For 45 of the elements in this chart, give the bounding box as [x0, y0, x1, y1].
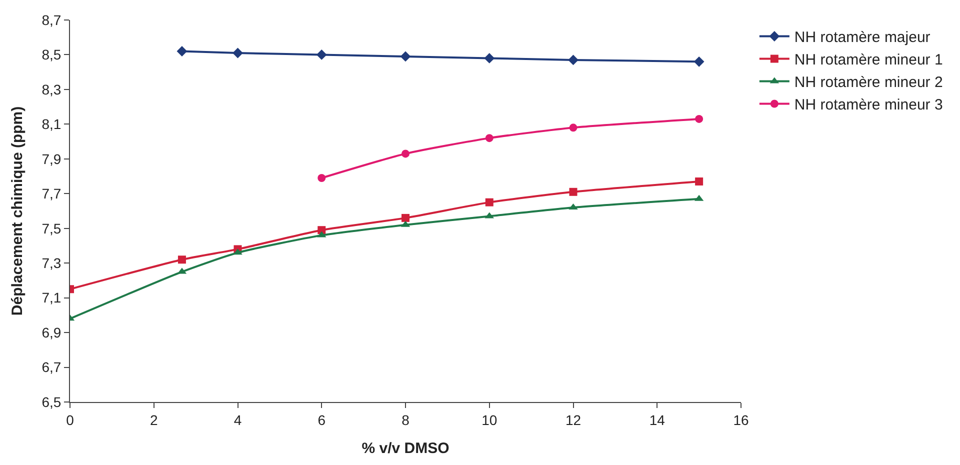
point [485, 134, 494, 142]
x-tick-label: 8 [402, 412, 410, 428]
x-tick-label: 6 [318, 412, 326, 428]
y-tick-label: 6,7 [42, 359, 62, 376]
x-tick-label: 12 [565, 412, 582, 428]
y-tick-label: 7,9 [42, 150, 62, 167]
x-tick-label: 2 [150, 412, 158, 428]
legend-label: NH rotamère mineur 3 [794, 96, 943, 114]
point [569, 124, 578, 132]
point [695, 177, 704, 186]
x-axis-title: % v/v DMSO [362, 440, 450, 457]
point [484, 53, 495, 64]
y-tick-label: 7,3 [42, 254, 62, 271]
x-tick-label: 4 [234, 412, 242, 428]
y-tick-label: 8,1 [42, 116, 62, 132]
legend-label: NH rotamère majeur [794, 29, 930, 46]
x-tick-label: 16 [733, 412, 749, 428]
x-tick-label: 0 [66, 412, 74, 428]
y-tick-label: 7,7 [42, 186, 62, 202]
legend-label: NH rotamère mineur 1 [794, 52, 943, 69]
x-tick-label: 14 [649, 412, 666, 428]
y-axis-title: Déplacement chimique (ppm) [8, 106, 26, 316]
y-tick-label: 7,1 [42, 290, 62, 306]
point [318, 226, 326, 234]
x-tick-label: 10 [482, 412, 498, 428]
point [695, 114, 704, 123]
legend-label: NH rotamère mineur 2 [794, 74, 943, 92]
point [694, 56, 704, 67]
y-tick-label: 6,9 [42, 324, 62, 340]
point [485, 198, 494, 206]
y-tick-label: 8,7 [42, 12, 62, 28]
point [318, 174, 326, 182]
point [178, 256, 186, 264]
point [569, 188, 578, 196]
point [400, 51, 411, 62]
point [568, 54, 578, 66]
y-tick-label: 6,5 [42, 394, 62, 410]
y-tick-label: 7,5 [42, 220, 62, 236]
y-tick-label: 8,5 [42, 46, 62, 63]
point [232, 48, 243, 58]
point [402, 150, 410, 158]
point [176, 46, 188, 56]
point [316, 50, 327, 60]
point [402, 214, 410, 222]
y-tick-label: 8,3 [42, 81, 62, 98]
